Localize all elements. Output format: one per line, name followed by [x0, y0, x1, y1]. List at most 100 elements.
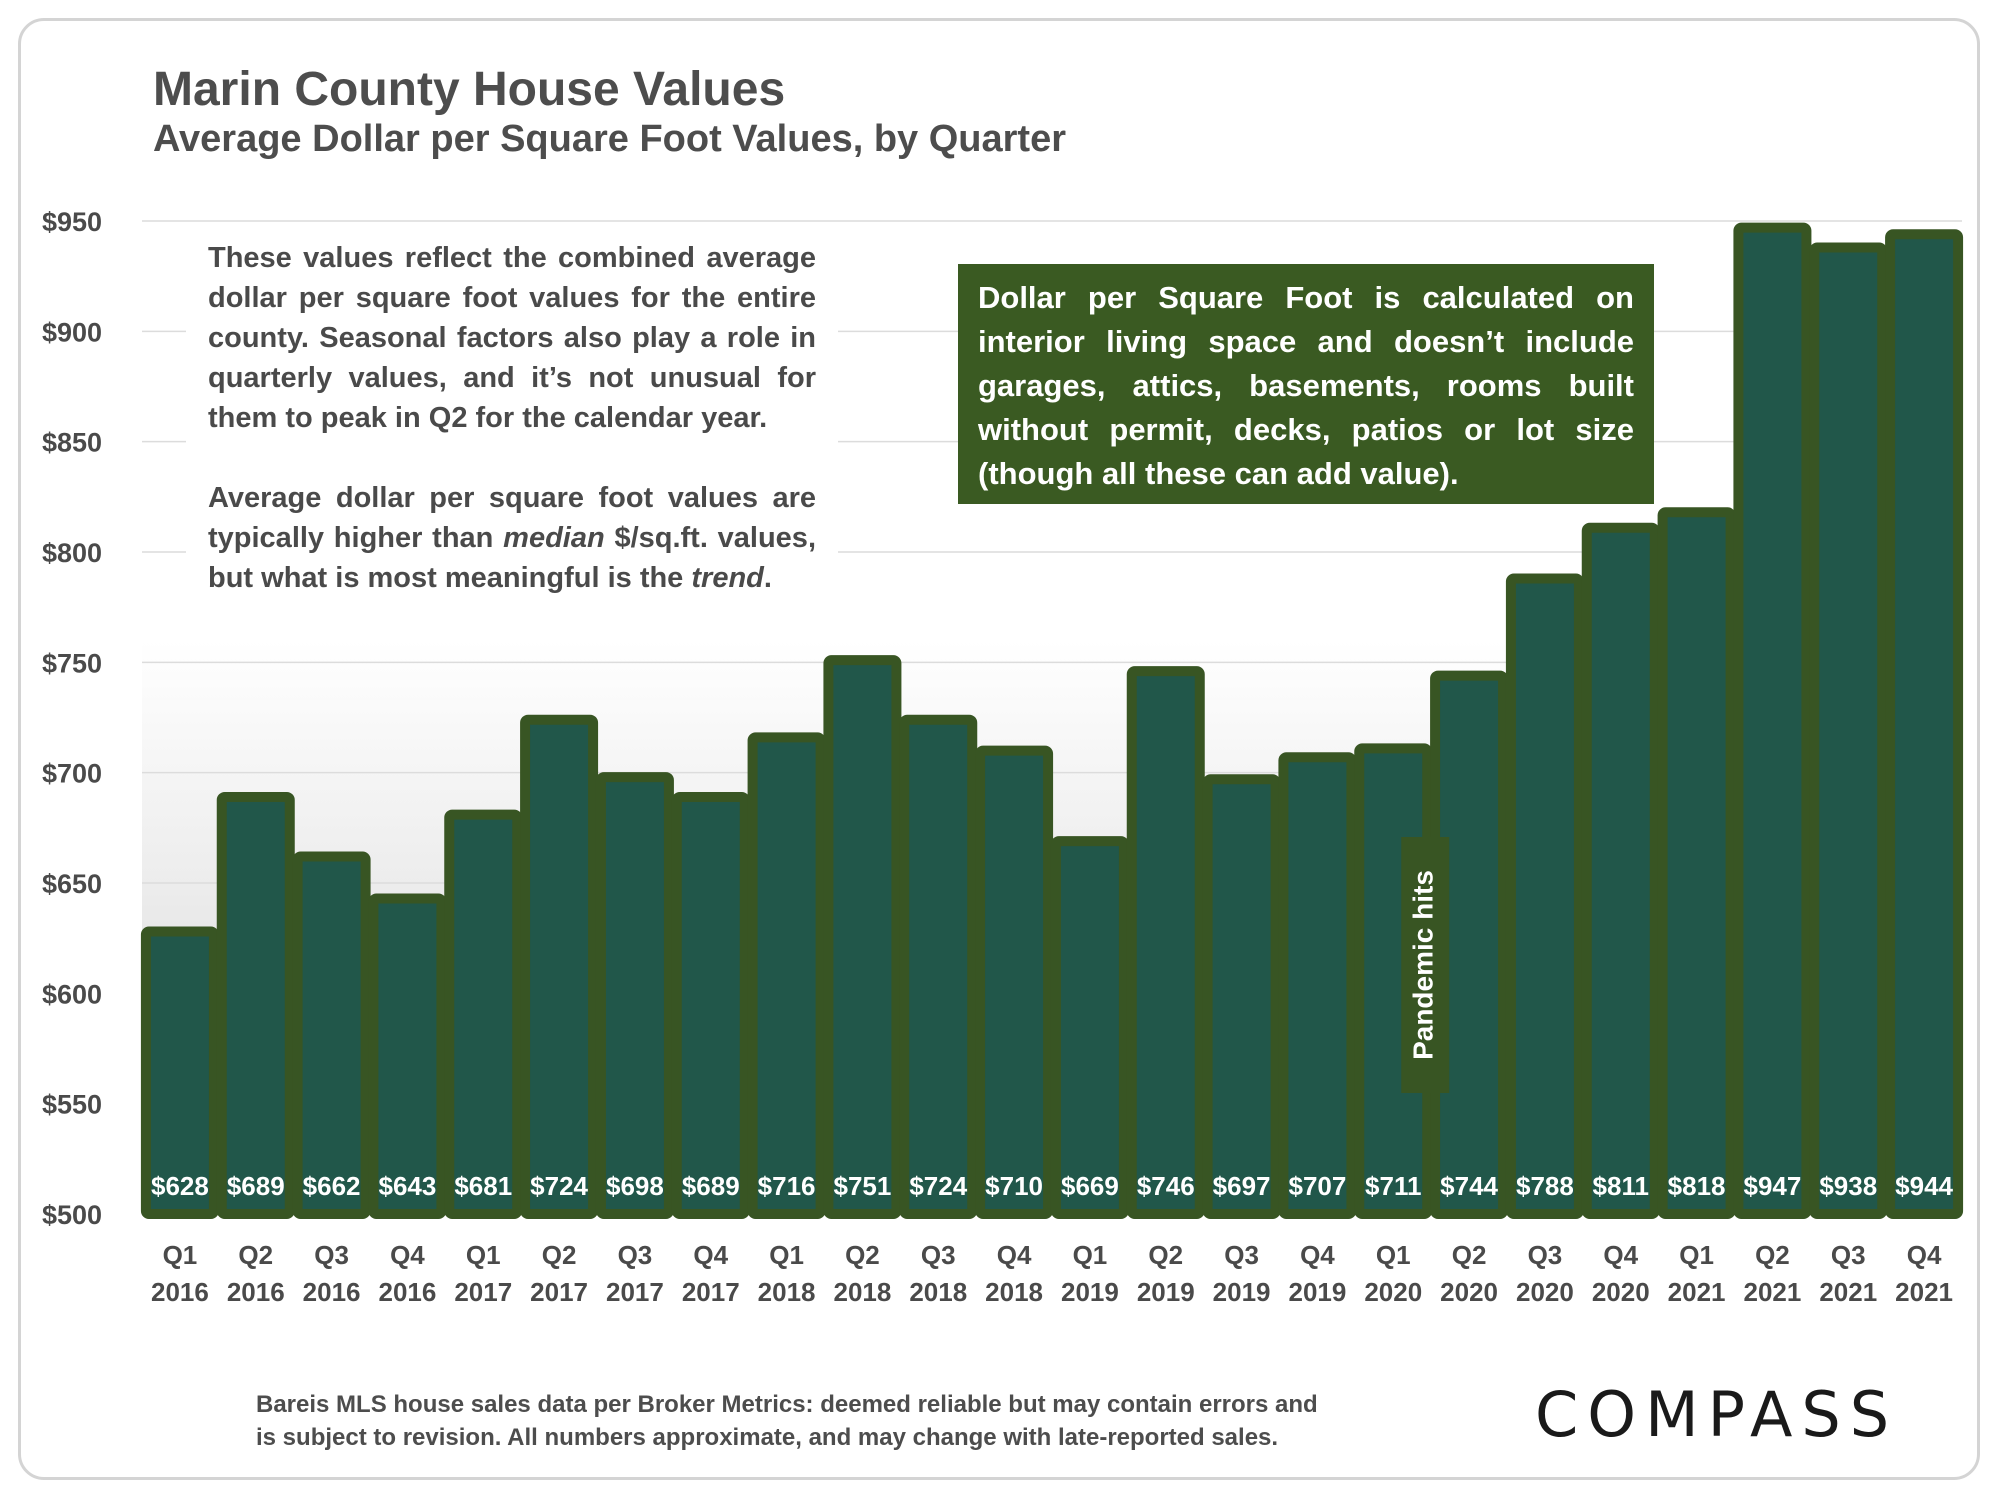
bar	[292, 851, 371, 1220]
x-tick-label-year: 2019	[1137, 1277, 1195, 1307]
bar-value-label: $697	[1213, 1171, 1271, 1201]
bar	[216, 791, 295, 1219]
x-tick-label-quarter: Q4	[1907, 1240, 1942, 1270]
x-tick-label-year: 2020	[1516, 1277, 1574, 1307]
bar-value-label: $744	[1440, 1171, 1498, 1201]
bar-value-label: $662	[303, 1171, 361, 1201]
bar-value-label: $711	[1365, 1171, 1421, 1201]
x-tick-label-year: 2017	[682, 1277, 740, 1307]
y-tick-label: $700	[42, 759, 102, 789]
x-tick-label-quarter: Q1	[163, 1240, 198, 1270]
bar	[1885, 229, 1964, 1220]
x-tick-label-year: 2017	[606, 1277, 664, 1307]
bar	[1126, 666, 1205, 1219]
footnote-line-2: is subject to revision. All numbers appr…	[256, 1424, 1279, 1451]
y-tick-label: $800	[42, 538, 102, 568]
x-tick-label-year: 2017	[530, 1277, 588, 1307]
x-tick-label-year: 2018	[985, 1277, 1043, 1307]
pandemic-annotation-label: Pandemic hits	[1408, 870, 1439, 1060]
y-tick-label: $550	[42, 1090, 102, 1120]
x-tick-label-quarter: Q4	[997, 1240, 1032, 1270]
x-tick-label-quarter: Q4	[1300, 1240, 1335, 1270]
bar-value-label: $698	[606, 1171, 664, 1201]
y-tick-label: $750	[42, 648, 102, 678]
x-tick-label-quarter: Q3	[921, 1240, 956, 1270]
bar	[1733, 222, 1812, 1219]
bar-value-label: $818	[1668, 1171, 1726, 1201]
x-tick-label-quarter: Q3	[618, 1240, 653, 1270]
x-tick-label-quarter: Q2	[845, 1240, 880, 1270]
x-tick-label-quarter: Q2	[238, 1240, 273, 1270]
source-footnote: Bareis MLS house sales data per Broker M…	[256, 1388, 1406, 1454]
bar-value-label: $707	[1288, 1171, 1346, 1201]
bar-value-label: $628	[151, 1171, 209, 1201]
x-tick-label-year: 2021	[1743, 1277, 1801, 1307]
bar-value-label: $689	[227, 1171, 285, 1201]
bar	[1657, 507, 1736, 1219]
bar-value-label: $751	[833, 1171, 891, 1201]
bar	[823, 655, 902, 1219]
x-tick-label-quarter: Q1	[466, 1240, 501, 1270]
x-tick-label-quarter: Q2	[1755, 1240, 1790, 1270]
x-tick-label-quarter: Q2	[1452, 1240, 1487, 1270]
bar-value-label: $811	[1593, 1171, 1649, 1201]
x-tick-label-quarter: Q4	[390, 1240, 425, 1270]
bar-value-label: $724	[530, 1171, 588, 1201]
footnote-line-1: Bareis MLS house sales data per Broker M…	[256, 1391, 1318, 1418]
bar	[899, 714, 978, 1219]
x-tick-label-year: 2021	[1895, 1277, 1953, 1307]
x-tick-label-year: 2020	[1440, 1277, 1498, 1307]
y-tick-label: $900	[42, 317, 102, 347]
bar	[368, 893, 447, 1219]
x-tick-label-quarter: Q3	[1831, 1240, 1866, 1270]
x-tick-label-year: 2020	[1364, 1277, 1422, 1307]
x-tick-label-year: 2016	[227, 1277, 285, 1307]
x-tick-label-year: 2017	[454, 1277, 512, 1307]
bar-value-label: $947	[1743, 1171, 1801, 1201]
bar	[671, 791, 750, 1219]
bar-value-label: $643	[378, 1171, 436, 1201]
bar	[1202, 774, 1281, 1220]
info-note-right: Dollar per Square Foot is calculated on …	[958, 264, 1654, 504]
bar	[975, 745, 1054, 1219]
bar-value-label: $710	[985, 1171, 1043, 1201]
x-tick-label-quarter: Q4	[693, 1240, 728, 1270]
y-tick-label: $500	[42, 1200, 102, 1230]
info-note-paragraph-1: These values reflect the combined averag…	[208, 242, 816, 434]
x-tick-label-year: 2016	[378, 1277, 436, 1307]
bar-value-label: $746	[1137, 1171, 1195, 1201]
x-tick-label-year: 2018	[758, 1277, 816, 1307]
pandemic-annotation-box	[1401, 837, 1450, 1093]
bar	[1278, 752, 1357, 1219]
bar	[140, 926, 219, 1220]
bar	[1809, 242, 1888, 1220]
x-tick-label-year: 2018	[833, 1277, 891, 1307]
bar	[1505, 573, 1584, 1219]
bar-value-label: $716	[758, 1171, 816, 1201]
bar-value-label: $938	[1819, 1171, 1877, 1201]
compass-logo: COMPASS	[1535, 1378, 1899, 1451]
x-tick-label-quarter: Q2	[542, 1240, 577, 1270]
bar-value-label: $944	[1895, 1171, 1953, 1201]
chart-subtitle: Average Dollar per Square Foot Values, b…	[153, 118, 1067, 160]
x-tick-label-year: 2019	[1213, 1277, 1271, 1307]
x-tick-label-quarter: Q1	[769, 1240, 804, 1270]
y-tick-label: $650	[42, 869, 102, 899]
bar-value-label: $724	[909, 1171, 967, 1201]
bar	[1050, 836, 1129, 1219]
bar	[595, 772, 674, 1220]
bar-value-label: $669	[1061, 1171, 1119, 1201]
x-tick-label-year: 2018	[909, 1277, 967, 1307]
x-tick-label-quarter: Q2	[1148, 1240, 1183, 1270]
x-tick-label-quarter: Q1	[1073, 1240, 1108, 1270]
x-tick-label-year: 2020	[1592, 1277, 1650, 1307]
x-tick-label-year: 2019	[1288, 1277, 1346, 1307]
y-tick-label: $600	[42, 979, 102, 1009]
bar	[444, 809, 523, 1219]
info-note-paragraph-2: Average dollar per square foot values ar…	[208, 482, 816, 594]
bar	[1581, 522, 1660, 1219]
bar	[520, 714, 599, 1219]
x-tick-label-quarter: Q3	[1528, 1240, 1563, 1270]
chart-title: Marin County House Values	[153, 63, 786, 116]
